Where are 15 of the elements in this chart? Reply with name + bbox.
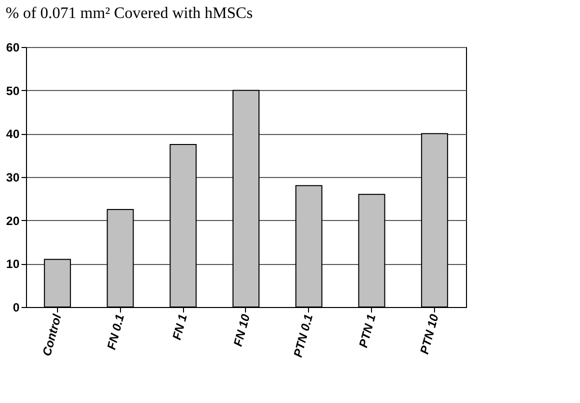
chart-title: % of 0.071 mm² Covered with hMSCs [6, 5, 253, 22]
y-tick-label: 20 [6, 214, 20, 228]
y-tick-label: 60 [6, 40, 20, 54]
y-tick-label: 0 [12, 300, 20, 314]
x-tick-label: PTN 0.1 [290, 312, 316, 359]
y-tick-label: 40 [6, 127, 20, 142]
y-tick-label: 10 [6, 257, 20, 272]
x-tick-label: PTN 1 [356, 312, 379, 350]
y-tick-label: 50 [6, 84, 20, 98]
y-tick-label: 30 [6, 170, 20, 184]
x-tick-label: Control [40, 312, 64, 358]
x-tick-label: FN 1 [170, 312, 190, 342]
x-tick-label: FN 0.1 [104, 312, 128, 352]
x-tick-label: FN 10 [230, 312, 253, 348]
x-tick-label: PTN 10 [417, 312, 442, 356]
